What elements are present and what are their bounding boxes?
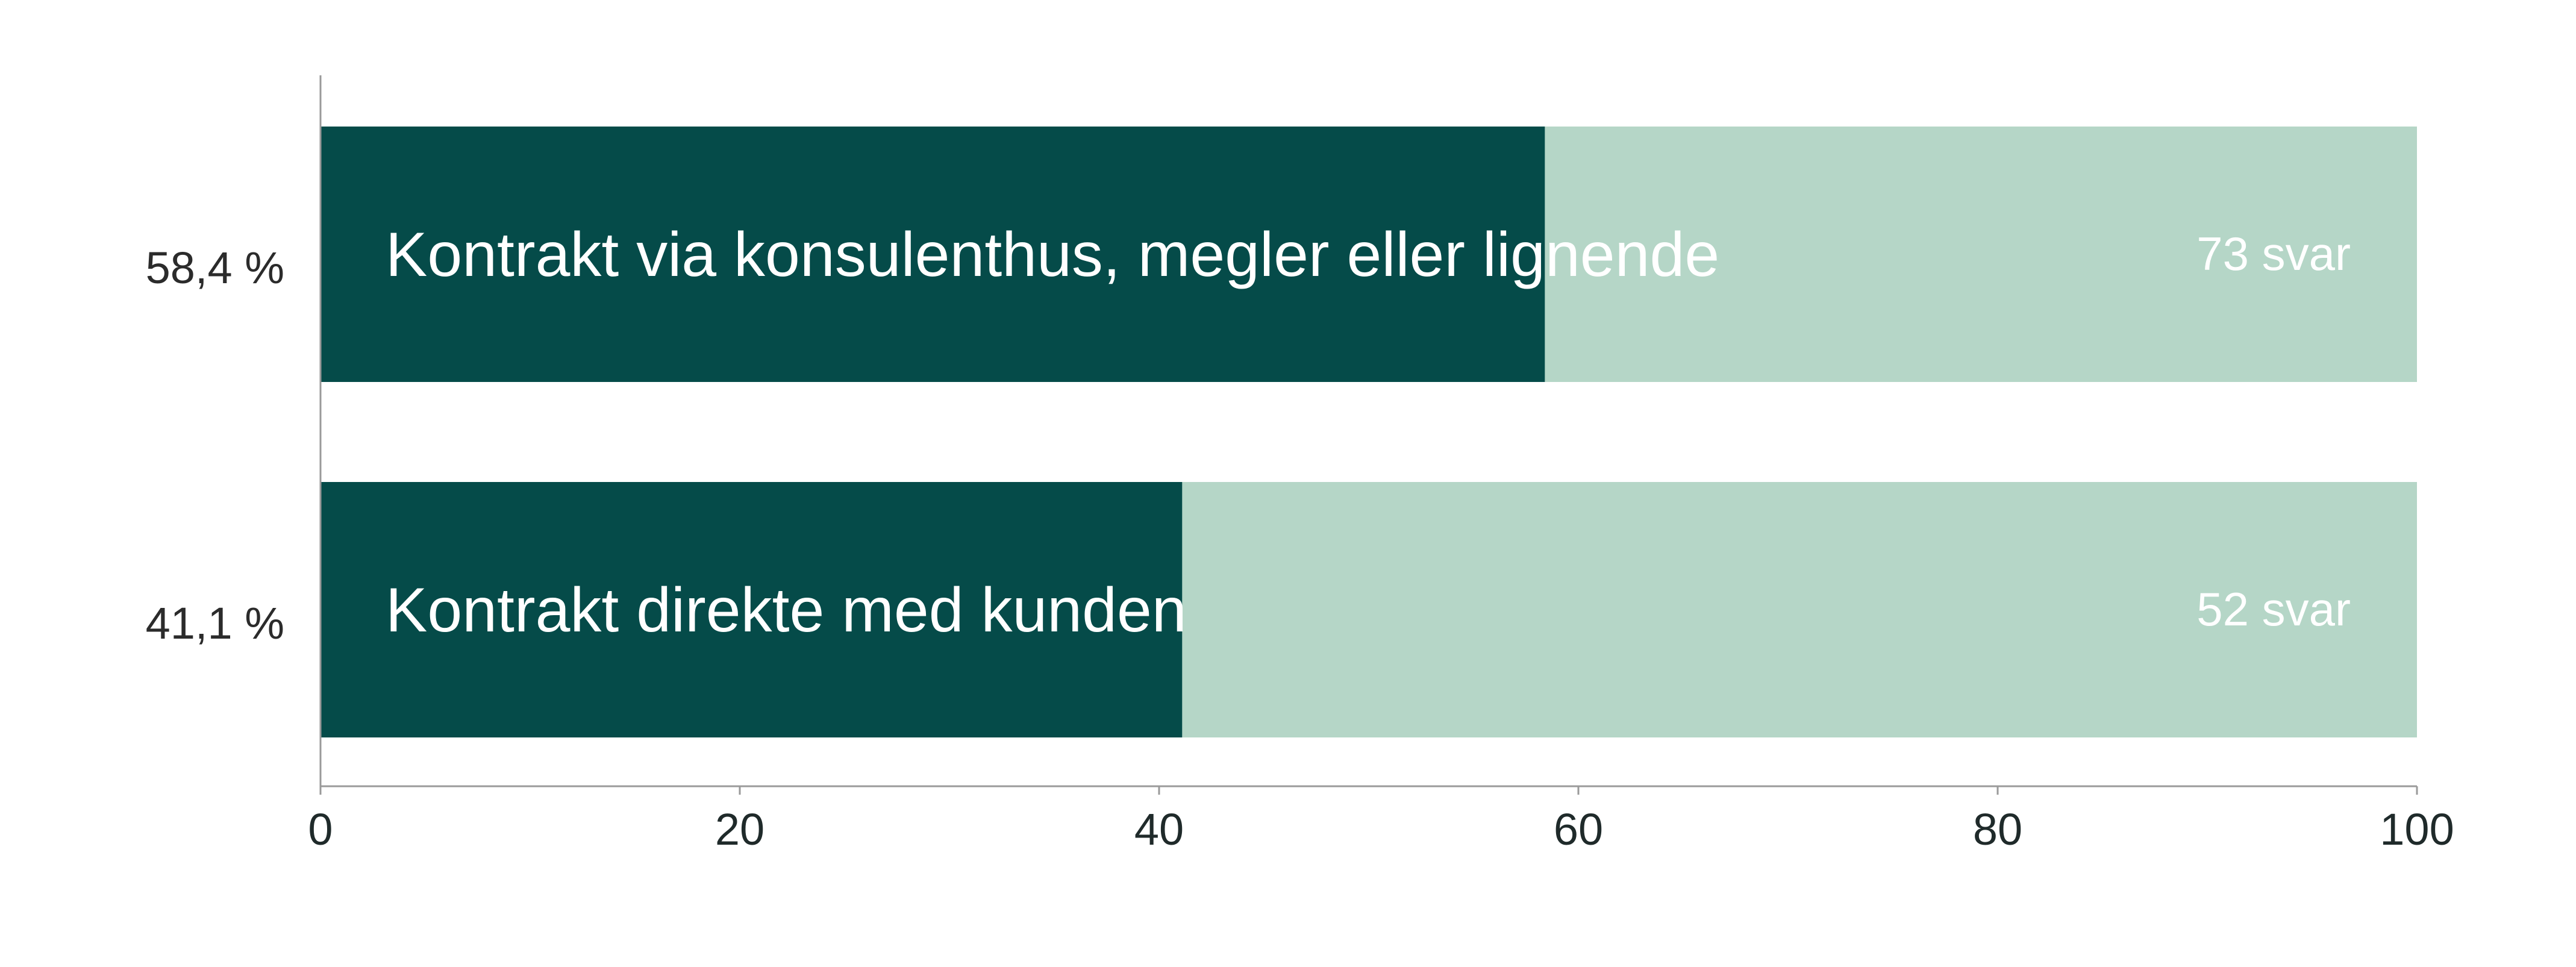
x-axis-ticks: 0 20 40 60 80 100 (308, 786, 2454, 854)
bar-percent-label: 41,1 % (146, 598, 284, 648)
bar-group: Kontrakt direkte med kunden 52 svar 41,1 % (146, 482, 2417, 737)
x-tick-label: 100 (2380, 804, 2454, 854)
x-tick-label: 40 (1134, 804, 1184, 854)
bars-layer: Kontrakt via konsulenthus, megler eller … (146, 127, 2417, 737)
bar-group: Kontrakt via konsulenthus, megler eller … (146, 127, 2417, 382)
x-tick-label: 60 (1554, 804, 1603, 854)
bar-percent-label: 58,4 % (146, 243, 284, 293)
bar-value (320, 127, 1545, 382)
bar-category-label: Kontrakt direkte med kunden (386, 575, 1187, 645)
bar-value (320, 482, 1183, 737)
x-tick-label: 0 (308, 804, 333, 854)
bar-category-label: Kontrakt via konsulenthus, megler eller … (386, 220, 1719, 290)
x-tick-label: 20 (715, 804, 764, 854)
x-tick-label: 80 (1973, 804, 2022, 854)
bar-count-label: 73 svar (2196, 227, 2351, 280)
bar-count-label: 52 svar (2196, 583, 2351, 636)
